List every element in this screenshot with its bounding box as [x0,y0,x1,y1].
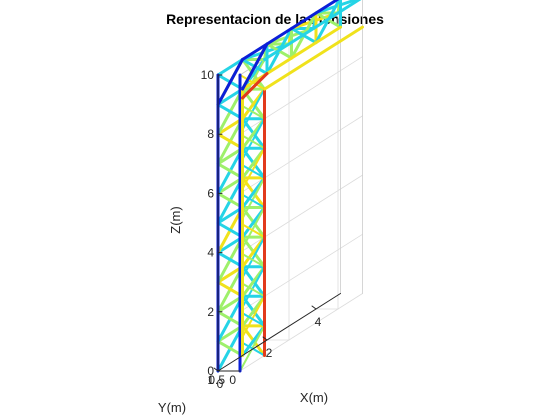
z-tick-label: 4 [207,246,214,260]
z-tick-label: 2 [207,305,214,319]
z-tick-label: 0 [207,364,214,378]
truss-member [239,340,266,357]
x-tick-label: 4 [315,315,322,329]
y-tick-label: 0 [229,373,236,387]
truss-member [216,58,244,107]
x-tick-mark [262,336,268,341]
truss-members [216,0,364,373]
truss-member [216,117,244,136]
truss-member [239,103,266,120]
truss-member [263,0,362,61]
truss-member [216,87,244,107]
truss-member [239,251,266,268]
truss-member [239,281,266,298]
truss-member [216,280,244,298]
truss-member [241,0,340,61]
truss-member [241,42,269,91]
truss-member [216,235,244,255]
y-axis-label: Y(m) [158,400,186,415]
z-tick-label: 6 [207,186,214,200]
y-tick-label: 1 [207,373,214,387]
grid-line [239,174,363,254]
z-tick-label: 8 [207,127,214,141]
truss-member [239,192,266,209]
truss-member [239,133,266,150]
x-tick-label: 2 [266,346,273,360]
truss-member [216,265,244,284]
truss-member [216,294,244,314]
truss-member [216,176,244,195]
truss-member [216,310,244,328]
truss-member [216,132,244,150]
z-axis-label: Z(m) [168,206,183,233]
chart-title: Representacion de las tensiones [166,11,384,27]
grid-line [239,233,363,313]
grid-line [239,115,363,194]
truss-member [263,25,364,91]
truss-member [216,206,244,225]
x-tick-label: 0 [217,377,224,391]
truss-member [216,191,244,209]
z-tick-label: 10 [201,68,215,82]
grid-line [239,293,363,372]
truss-member [216,339,244,357]
x-tick-mark [213,367,219,372]
truss-member [239,162,266,179]
x-axis-line [217,293,341,372]
truss-member [216,103,244,121]
truss-member [239,222,266,239]
truss-member [216,146,244,166]
truss-member [216,162,244,180]
y-tick-label: 0.5 [208,373,225,387]
truss-member [216,58,244,77]
x-axis-label: X(m) [300,390,328,405]
truss-member [216,221,244,239]
truss-member [216,251,244,269]
x-tick-mark [311,305,317,310]
truss-member [241,25,342,91]
grid-line [239,56,363,135]
truss-member [241,72,269,100]
axes-lines [213,74,341,372]
truss-member [239,310,266,327]
truss-member [216,324,244,343]
